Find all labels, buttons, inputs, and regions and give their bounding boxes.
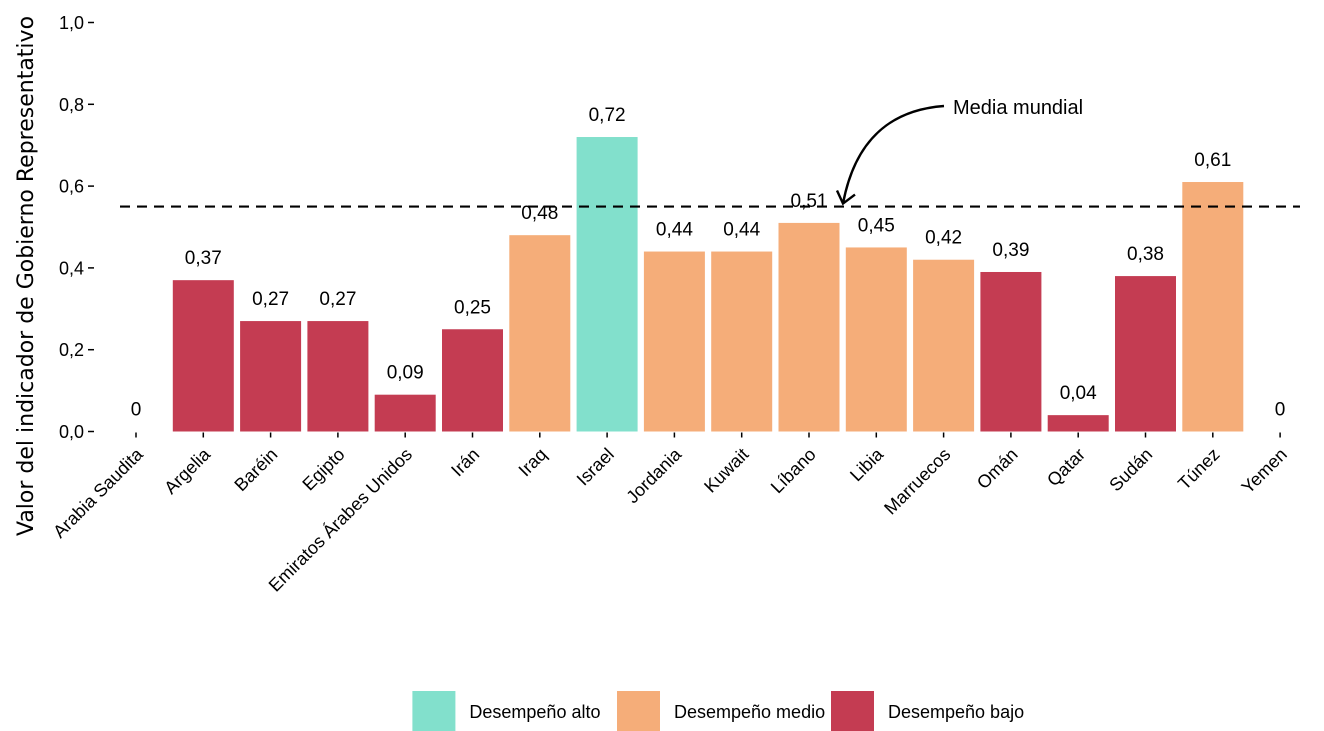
y-tick-label: 0,6 (59, 177, 84, 197)
bar-value-label: 0,48 (521, 203, 558, 224)
bar (913, 259, 975, 432)
bar (643, 251, 705, 432)
annotation-arrow (841, 104, 945, 204)
bar-value-labels: 0 0,37 0,27 0,27 0,09 0,25 0,48 0,72 0,44 0,44 0,5… (131, 105, 1286, 420)
legend-label: Desempeño bajo (888, 702, 1024, 722)
x-tick-label: Iraq (515, 444, 551, 480)
bar-value-label: 0,42 (925, 228, 962, 249)
y-tick-label: 0,0 (59, 422, 84, 442)
legend-swatch (831, 691, 874, 731)
x-tick-label: Arabia Saudita (49, 443, 147, 541)
legend-label: Desempeño medio (674, 702, 825, 722)
bar-value-label: 0,25 (454, 297, 491, 318)
bar-value-label: 0,61 (1194, 150, 1231, 171)
annotation-arrowhead (835, 190, 856, 206)
x-tick-label: Argelia (160, 443, 214, 497)
bar (845, 247, 907, 432)
bar-value-label: 0,72 (589, 105, 626, 126)
bar (374, 394, 436, 432)
world-mean-label: Media mundial (953, 97, 1083, 119)
y-tick-label: 0,8 (59, 95, 84, 115)
x-tick-label: Líbano (767, 444, 820, 497)
legend-swatch (412, 691, 456, 731)
bar (1182, 182, 1244, 432)
bar (442, 329, 503, 432)
x-tick-label: Irán (447, 444, 483, 480)
x-tick-label: Sudán (1105, 444, 1156, 495)
y-axis: 0,0 0,2 0,4 0,6 0,8 1,0 (59, 13, 94, 442)
y-tick-label: 0,4 (59, 258, 84, 278)
reference-line-group: Media mundial (120, 97, 1300, 208)
bar-value-label: 0,38 (1127, 244, 1164, 265)
bar-value-label: 0,51 (791, 191, 828, 212)
bars (172, 137, 1244, 432)
bar-value-label: 0,04 (1060, 383, 1097, 404)
bar (1047, 415, 1109, 432)
x-tick-label: Túnez (1174, 444, 1224, 494)
bar-value-label: 0,45 (858, 215, 895, 236)
bar (576, 137, 638, 432)
bar (307, 321, 369, 432)
bar (172, 280, 234, 432)
bar-value-label: 0,44 (656, 220, 693, 241)
y-tick-label: 0,2 (59, 340, 84, 360)
bar (240, 321, 302, 432)
x-tick-label: Marruecos (880, 444, 954, 518)
legend-swatch (617, 691, 660, 731)
bar-value-label: 0 (131, 400, 142, 421)
legend-label: Desempeño alto (469, 702, 600, 722)
y-tick-label: 1,0 (59, 13, 84, 33)
x-axis: Arabia Saudita Argelia Baréin EgiptoEmirato… (49, 432, 1291, 596)
bar-value-label: 0,37 (185, 248, 222, 269)
x-tick-label: Libia (846, 443, 888, 485)
bar-value-label: 0,27 (252, 289, 289, 310)
x-tick-label: Jordania (622, 443, 686, 507)
bar (711, 251, 773, 432)
x-tick-label: Qatar (1043, 444, 1089, 490)
x-tick-label: Emiratos Árabes Unidos (265, 444, 416, 595)
bar-value-label: 0,39 (992, 240, 1029, 261)
bar-value-label: 0,27 (319, 289, 356, 310)
bar-value-label: 0,44 (723, 220, 760, 241)
legend: Desempeño alto Desempeño medio Desempeño b… (412, 691, 1024, 731)
bar (1115, 276, 1176, 432)
bar (509, 235, 571, 432)
bar (778, 222, 840, 432)
bar-value-label: 0 (1275, 400, 1286, 421)
x-tick-label: Egipto (298, 444, 348, 494)
bar (980, 271, 1042, 432)
x-tick-label: Baréin (230, 444, 281, 495)
x-tick-label: Omán (973, 444, 1022, 493)
y-axis-title: Valor del indicador de Gobierno Represen… (14, 16, 39, 536)
x-tick-label: Kuwait (700, 444, 752, 496)
x-tick-label: Yemen (1238, 444, 1291, 497)
x-tick-label: Israel (573, 444, 618, 489)
bar-value-label: 0,09 (387, 363, 424, 384)
